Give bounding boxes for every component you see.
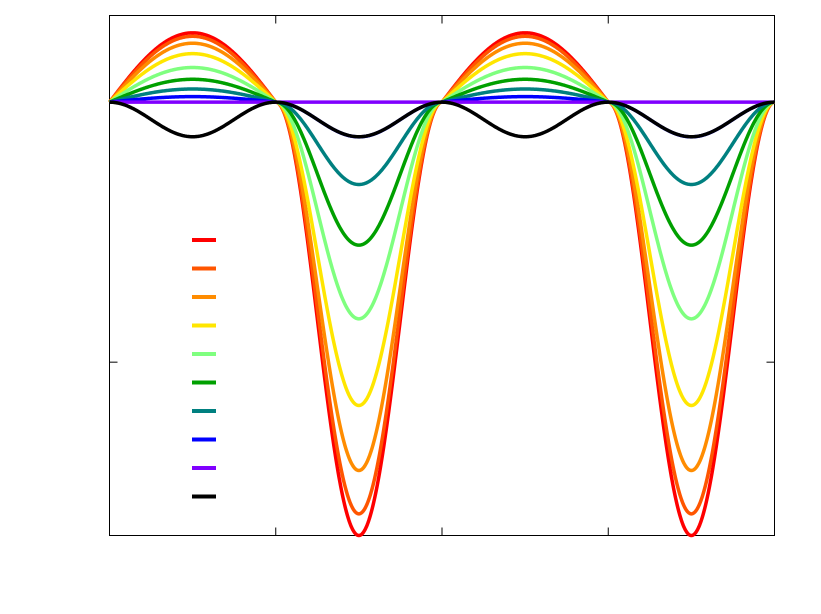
series-line-0: [108, 31, 776, 538]
series-layer: [108, 31, 776, 538]
series-line-9: [108, 100, 776, 139]
legend: [192, 238, 216, 499]
series-line-2: [108, 41, 776, 473]
axis-ticks: [109, 15, 775, 536]
series-line-4: [108, 65, 776, 321]
series-line-5: [108, 77, 776, 247]
plot-frame: [109, 15, 775, 536]
